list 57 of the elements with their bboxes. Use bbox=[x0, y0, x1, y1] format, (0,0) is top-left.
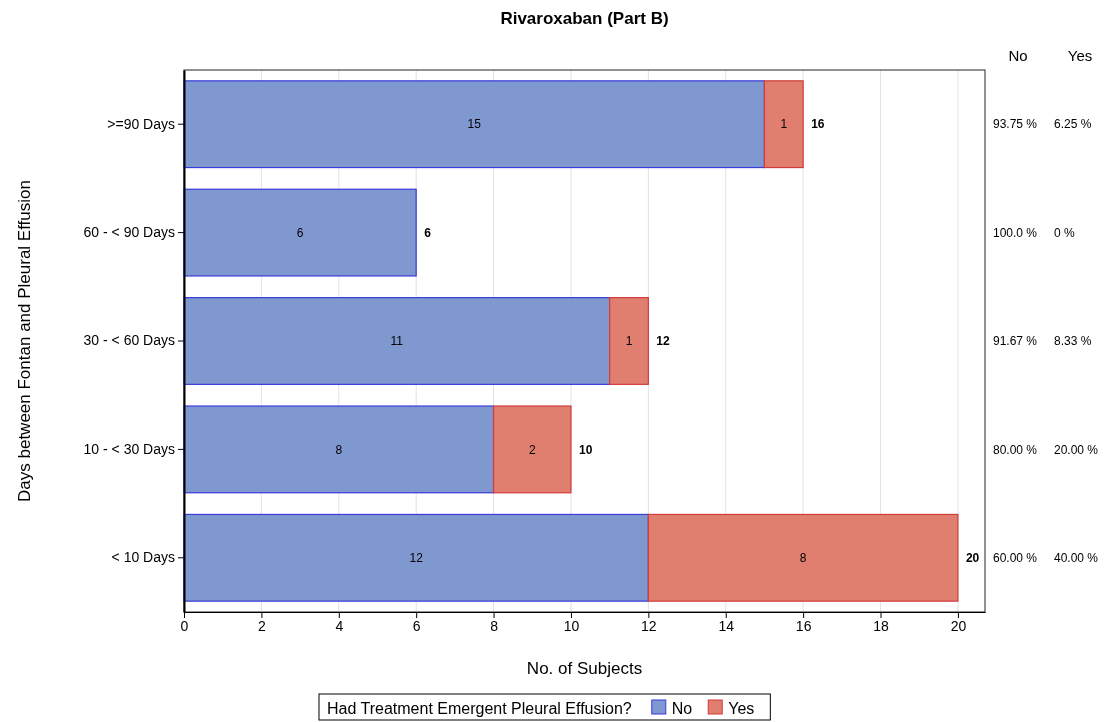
x-tick-label: 12 bbox=[641, 617, 657, 634]
text: 8.33 % bbox=[1054, 334, 1092, 349]
x-tick-label: 6 bbox=[412, 617, 421, 634]
data-label: 6 bbox=[296, 225, 304, 240]
text: 60.00 % bbox=[993, 551, 1038, 565]
text: Yes bbox=[1067, 47, 1093, 64]
x-tick-label: 20 bbox=[950, 617, 967, 634]
data-label: 8 bbox=[799, 551, 807, 565]
x-tick-label: 8 bbox=[490, 617, 499, 634]
y-axis-title: Days between Fontan and Pleural Effusion bbox=[15, 180, 34, 502]
y-tick-label: < 10 Days bbox=[111, 549, 175, 566]
total-label: 20 bbox=[965, 551, 980, 565]
x-tick-label: 2 bbox=[257, 617, 266, 634]
legend-label: No bbox=[671, 700, 693, 717]
x-tick-label: 18 bbox=[873, 617, 890, 634]
data-label: 12 bbox=[409, 551, 424, 565]
x-axis-title: No. of Subjects bbox=[526, 659, 643, 678]
bar bbox=[763, 80, 804, 169]
data-label: 1 bbox=[625, 334, 633, 349]
text: No bbox=[1008, 47, 1028, 64]
x-tick-label: 14 bbox=[718, 617, 735, 634]
data-label: 2 bbox=[528, 442, 536, 457]
x-tick-label: 4 bbox=[335, 617, 344, 634]
bar bbox=[183, 188, 417, 277]
text: 0 % bbox=[1054, 225, 1076, 240]
bar bbox=[183, 80, 766, 169]
legend-title: Had Treatment Emergent Pleural Effusion? bbox=[327, 700, 632, 717]
text: 40.00 % bbox=[1054, 551, 1099, 565]
y-tick-label: 30 - < 60 Days bbox=[83, 332, 175, 349]
text: 6.25 % bbox=[1054, 117, 1092, 132]
text: 100.0 % bbox=[993, 225, 1038, 240]
bar bbox=[183, 513, 649, 602]
bar bbox=[183, 297, 611, 385]
y-tick-label: >=90 Days bbox=[107, 115, 175, 132]
text: 80.00 % bbox=[993, 442, 1038, 457]
data-label: 8 bbox=[335, 442, 343, 457]
data-label: 15 bbox=[467, 117, 482, 132]
text: 91.67 % bbox=[993, 334, 1038, 349]
text: 20.00 % bbox=[1054, 442, 1099, 457]
total-label: 12 bbox=[656, 334, 671, 349]
chart-title: Rivaroxaban (Part B) bbox=[500, 9, 669, 28]
x-tick-label: 16 bbox=[795, 617, 812, 634]
y-tick-label: 60 - < 90 Days bbox=[83, 224, 175, 241]
y-tick-label: 10 - < 30 Days bbox=[83, 440, 175, 457]
total-label: 6 bbox=[424, 225, 432, 240]
x-tick-label: 10 bbox=[563, 617, 580, 634]
bar bbox=[647, 513, 959, 602]
bar bbox=[609, 297, 649, 385]
data-label: 1 bbox=[780, 117, 788, 132]
bar bbox=[183, 405, 495, 494]
x-tick-label: 0 bbox=[180, 617, 189, 634]
bar bbox=[492, 405, 572, 494]
total-label: 16 bbox=[811, 117, 825, 132]
text: 93.75 % bbox=[993, 117, 1038, 132]
data-label: 11 bbox=[390, 334, 404, 349]
total-label: 10 bbox=[578, 442, 593, 457]
legend-label: Yes bbox=[728, 700, 755, 717]
